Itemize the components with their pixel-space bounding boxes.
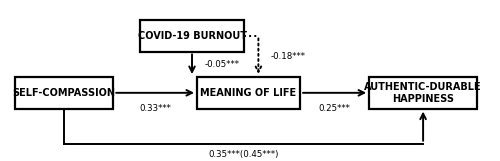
FancyBboxPatch shape <box>140 20 244 52</box>
Text: AUTHENTIC-DURABLE
HAPPINESS: AUTHENTIC-DURABLE HAPPINESS <box>364 82 482 104</box>
FancyBboxPatch shape <box>369 77 477 109</box>
Text: 0.35***(0.45***): 0.35***(0.45***) <box>208 150 279 159</box>
Text: 0.33***: 0.33*** <box>139 104 171 113</box>
Text: COVID-19 BURNOUT: COVID-19 BURNOUT <box>138 31 246 41</box>
Text: -0.18***: -0.18*** <box>270 52 306 61</box>
Text: -0.05***: -0.05*** <box>204 60 240 69</box>
FancyBboxPatch shape <box>197 77 300 109</box>
Text: MEANING OF LIFE: MEANING OF LIFE <box>200 88 296 98</box>
Text: SELF-COMPASSION: SELF-COMPASSION <box>12 88 116 98</box>
FancyBboxPatch shape <box>15 77 114 109</box>
Text: 0.25***: 0.25*** <box>318 104 350 113</box>
